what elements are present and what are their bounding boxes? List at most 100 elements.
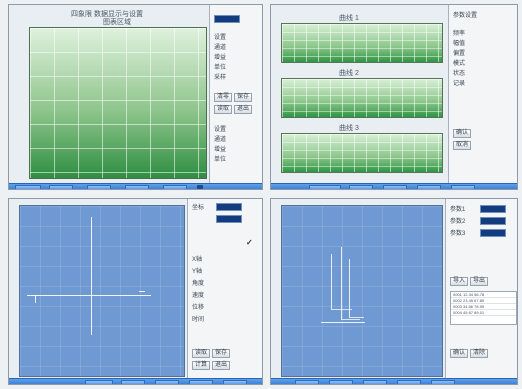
quadrant-top-right: 曲线 1 曲线 2 曲线 3 参数设置 频率 幅值 偏置 模式 状态 记录 确认… xyxy=(270,4,518,190)
trace-line-3 xyxy=(349,259,364,318)
toolbar-start[interactable] xyxy=(15,185,41,189)
parameter-2-value[interactable] xyxy=(480,217,506,225)
toolbar-start[interactable] xyxy=(295,380,319,384)
quadrant-bottom-left: 坐标 ✓ X轴 Y轴 角度 速度 位移 时间 读取 保存 计算 退出 xyxy=(8,198,263,385)
data-panel: 参数1 参数2 参数3 导入 导出 0001 12.34 56.78 0002 … xyxy=(445,199,517,378)
toolbar-active[interactable] xyxy=(309,185,341,189)
panel-item-3: 增益 xyxy=(214,55,227,61)
coordinate-value-1[interactable] xyxy=(216,203,242,211)
confirm-button[interactable]: 确认 xyxy=(450,349,468,358)
toolbar-print[interactable] xyxy=(125,185,149,189)
read-button[interactable]: 读取 xyxy=(192,349,210,358)
toolbar-help[interactable] xyxy=(223,380,247,384)
bottom-toolbar xyxy=(271,378,517,384)
quadrant-top-left: 四象限 数据显示与设置 图表区域 设置 通道 增益 单位 采样 清零 保存 读取… xyxy=(8,4,263,190)
tag-box xyxy=(214,15,240,23)
right-panel: 设置 通道 增益 单位 采样 清零 保存 读取 退出 设置 通道 增益 单位 xyxy=(209,5,262,183)
cancel-button[interactable]: 取消 xyxy=(453,141,471,150)
field-label-1: X轴 xyxy=(192,257,203,263)
panel-item-4: 单位 xyxy=(214,65,227,71)
calculate-button[interactable]: 计算 xyxy=(192,361,210,370)
setting-item-6: 记录 xyxy=(453,81,466,87)
status-text-1: 设置 xyxy=(214,127,227,133)
toolbar-pause[interactable] xyxy=(121,380,145,384)
panel-item-2: 通道 xyxy=(214,45,227,51)
plot-2 xyxy=(281,78,443,118)
toolbar-help[interactable] xyxy=(431,380,455,384)
export-button[interactable]: 导出 xyxy=(469,277,488,286)
parameter-2-label: 参数2 xyxy=(450,219,466,225)
plot-1-title: 曲线 1 xyxy=(339,15,359,22)
setting-item-5: 状态 xyxy=(453,71,466,77)
clear-button[interactable]: 清零 xyxy=(214,93,232,102)
parameter-3-label: 参数3 xyxy=(450,231,466,237)
panel-item-5: 采样 xyxy=(214,75,227,81)
import-button[interactable]: 导入 xyxy=(450,277,468,286)
main-chart-area xyxy=(29,27,207,179)
toolbar-stop[interactable] xyxy=(155,380,179,384)
coordinate-label: 坐标 xyxy=(192,205,205,211)
page-subtitle: 图表区域 xyxy=(103,19,131,26)
toolbar-pause[interactable] xyxy=(349,185,373,189)
status-text-2: 通道 xyxy=(214,137,227,143)
toolbar-print[interactable] xyxy=(189,380,213,384)
setting-item-1: 频率 xyxy=(453,31,466,37)
parameter-3-value[interactable] xyxy=(480,229,506,237)
toolbar-stop[interactable] xyxy=(363,380,387,384)
plot-1 xyxy=(281,23,443,63)
parameter-1-value[interactable] xyxy=(480,205,506,213)
trajectory-plot xyxy=(281,205,443,377)
status-text-3: 增益 xyxy=(214,147,227,153)
exit-button[interactable]: 退出 xyxy=(211,361,230,370)
baseline xyxy=(321,322,365,323)
toolbar-print[interactable] xyxy=(397,380,421,384)
save-button[interactable]: 保存 xyxy=(211,349,230,358)
toolbar-help[interactable] xyxy=(163,185,187,189)
axis-tick-left xyxy=(35,295,36,303)
bottom-toolbar xyxy=(271,183,517,189)
data-table: 0001 12.34 56.78 0002 23.45 67.89 0003 3… xyxy=(450,291,517,325)
coordinate-value-2[interactable] xyxy=(216,215,242,223)
settings-title: 参数设置 xyxy=(453,13,478,19)
bottom-toolbar xyxy=(9,183,262,189)
toolbar-help[interactable] xyxy=(451,185,475,189)
plot-3 xyxy=(281,133,443,173)
table-row: 0004 45.67 89.01 xyxy=(451,310,516,316)
clear-button[interactable]: 清除 xyxy=(469,349,488,358)
load-button[interactable]: 读取 xyxy=(214,105,232,114)
toolbar-pause[interactable] xyxy=(49,185,73,189)
vertical-axis xyxy=(91,217,92,335)
blue-chart-area xyxy=(19,205,185,377)
toolbar-pause[interactable] xyxy=(329,380,353,384)
exit-button[interactable]: 退出 xyxy=(233,105,252,114)
checkmark-icon: ✓ xyxy=(246,238,253,247)
parameter-1-label: 参数1 xyxy=(450,207,466,213)
settings-panel: 参数设置 频率 幅值 偏置 模式 状态 记录 确认 取消 xyxy=(448,5,517,183)
toolbar-print[interactable] xyxy=(417,185,441,189)
panel-item-1: 设置 xyxy=(214,35,227,41)
toolbar-stop[interactable] xyxy=(383,185,407,189)
bottom-toolbar xyxy=(9,378,262,384)
quadrant-bottom-right: 参数1 参数2 参数3 导入 导出 0001 12.34 56.78 0002 … xyxy=(270,198,518,385)
confirm-button[interactable]: 确认 xyxy=(453,129,471,138)
table-row: 0001 12.34 56.78 xyxy=(451,292,516,298)
plot-2-title: 曲线 2 xyxy=(339,70,359,77)
axis-tick-right xyxy=(139,291,145,292)
trace-line-2 xyxy=(341,247,360,320)
field-label-5: 位移 xyxy=(192,305,205,311)
save-button[interactable]: 保存 xyxy=(233,93,252,102)
setting-item-2: 幅值 xyxy=(453,41,466,47)
table-row: 0003 34.56 78.90 xyxy=(451,304,516,310)
page-title: 四象限 数据显示与设置 xyxy=(71,11,143,18)
field-label-2: Y轴 xyxy=(192,269,203,275)
field-label-4: 速度 xyxy=(192,293,205,299)
setting-item-3: 偏置 xyxy=(453,51,466,57)
horizontal-axis xyxy=(27,295,151,296)
table-row: 0002 23.45 67.89 xyxy=(451,298,516,304)
status-icon xyxy=(197,185,203,189)
status-text-4: 单位 xyxy=(214,157,227,163)
toolbar-stop[interactable] xyxy=(87,185,111,189)
toolbar-active[interactable] xyxy=(85,380,113,384)
field-label-6: 时间 xyxy=(192,317,205,323)
